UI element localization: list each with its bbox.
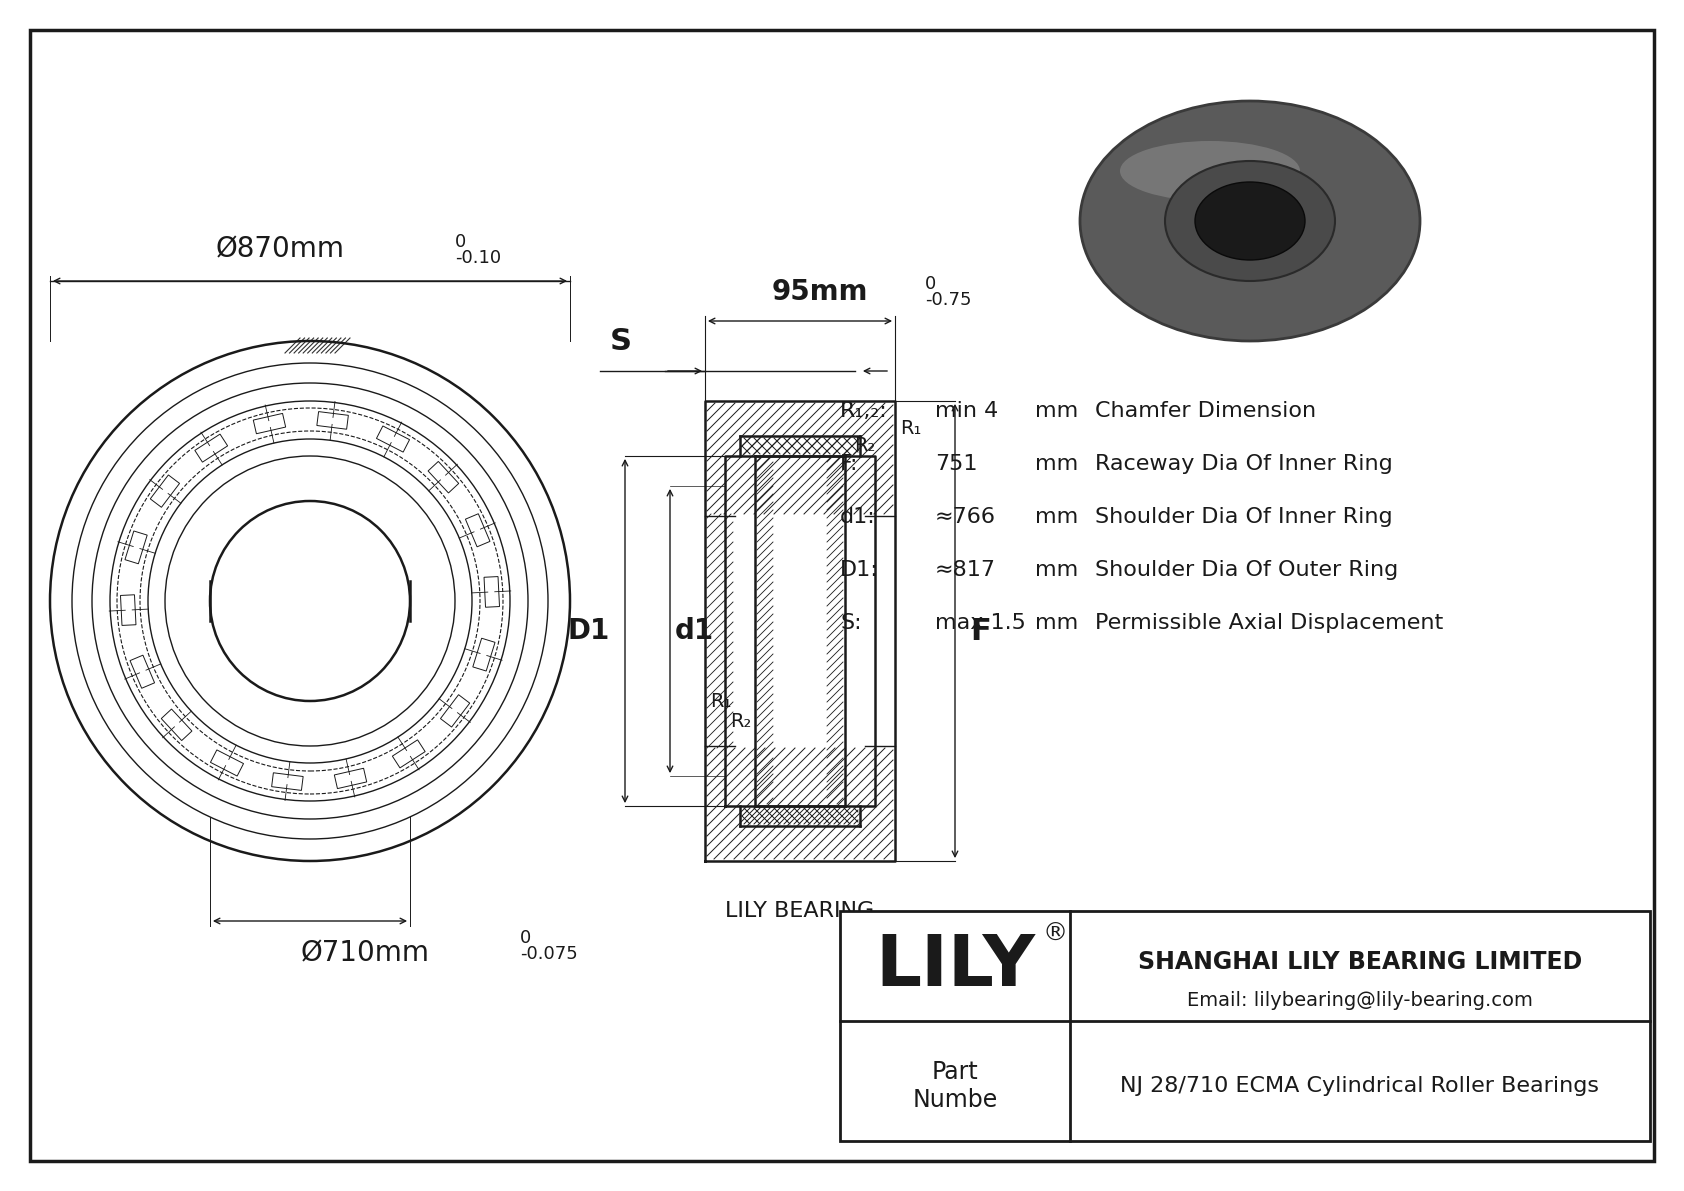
Text: Raceway Dia Of Inner Ring: Raceway Dia Of Inner Ring	[1095, 454, 1393, 474]
Text: F: F	[970, 617, 990, 646]
Ellipse shape	[1196, 182, 1305, 260]
Bar	[253, 413, 286, 434]
Text: Shoulder Dia Of Inner Ring: Shoulder Dia Of Inner Ring	[1095, 507, 1393, 526]
Text: 0: 0	[925, 275, 936, 293]
Bar	[150, 475, 180, 507]
Text: Ø870mm: Ø870mm	[216, 235, 345, 263]
Bar	[125, 531, 147, 563]
Text: 0: 0	[520, 929, 530, 947]
Bar	[428, 461, 458, 493]
Text: D1: D1	[568, 617, 610, 646]
Bar	[335, 768, 367, 788]
Text: 0: 0	[455, 233, 466, 251]
Text: D1:: D1:	[840, 560, 879, 580]
Bar	[473, 638, 495, 671]
Bar	[210, 750, 244, 777]
Text: Email: lilybearing@lily-bearing.com: Email: lilybearing@lily-bearing.com	[1187, 991, 1532, 1010]
Circle shape	[51, 341, 569, 861]
Text: R₁,₂:: R₁,₂:	[840, 401, 887, 420]
Bar	[392, 740, 424, 768]
Text: SHANGHAI LILY BEARING LIMITED: SHANGHAI LILY BEARING LIMITED	[1138, 949, 1583, 973]
Text: ®: ®	[1042, 922, 1068, 946]
Text: mm: mm	[1036, 507, 1078, 526]
Text: R₂: R₂	[854, 436, 876, 455]
Text: ≈817: ≈817	[935, 560, 995, 580]
Text: ≈766: ≈766	[935, 507, 995, 526]
Text: mm: mm	[1036, 401, 1078, 420]
Text: Ø710mm: Ø710mm	[300, 939, 429, 967]
Circle shape	[109, 401, 510, 802]
Text: LILY: LILY	[876, 931, 1036, 1000]
Text: R₁: R₁	[899, 419, 921, 438]
Bar	[271, 773, 303, 791]
Text: Permissible Axial Displacement: Permissible Axial Displacement	[1095, 613, 1443, 632]
Text: NJ 28/710 ECMA Cylindrical Roller Bearings: NJ 28/710 ECMA Cylindrical Roller Bearin…	[1120, 1075, 1600, 1096]
Text: Part
Numbe: Part Numbe	[913, 1060, 997, 1111]
Text: S: S	[610, 328, 632, 356]
Text: LILY BEARING: LILY BEARING	[726, 902, 874, 921]
Circle shape	[148, 439, 472, 763]
Bar	[195, 434, 227, 462]
Text: Chamfer Dimension: Chamfer Dimension	[1095, 401, 1317, 420]
Text: -0.75: -0.75	[925, 291, 972, 308]
Text: mm: mm	[1036, 454, 1078, 474]
Circle shape	[72, 363, 547, 838]
Bar	[130, 655, 155, 688]
Bar	[483, 576, 500, 607]
Bar	[377, 426, 409, 453]
Bar	[441, 694, 470, 727]
Circle shape	[165, 456, 455, 746]
Text: d1: d1	[675, 617, 714, 646]
Ellipse shape	[1079, 101, 1420, 341]
Bar	[121, 594, 136, 625]
Text: -0.075: -0.075	[520, 944, 578, 964]
Text: -0.10: -0.10	[455, 249, 502, 267]
Text: Shoulder Dia Of Outer Ring: Shoulder Dia Of Outer Ring	[1095, 560, 1398, 580]
Circle shape	[210, 501, 409, 701]
Bar	[465, 513, 490, 547]
Text: d1:: d1:	[840, 507, 876, 526]
Ellipse shape	[1165, 161, 1335, 281]
Text: S:: S:	[840, 613, 862, 632]
Text: mm: mm	[1036, 613, 1078, 632]
Circle shape	[93, 384, 529, 819]
Ellipse shape	[1120, 141, 1300, 201]
Bar	[840, 911, 1650, 1141]
Bar	[162, 709, 192, 741]
Bar	[317, 412, 349, 429]
Text: R₂: R₂	[729, 712, 751, 731]
Text: mm: mm	[1036, 560, 1078, 580]
Text: min 4: min 4	[935, 401, 999, 420]
Ellipse shape	[1170, 166, 1330, 276]
Text: R₁: R₁	[711, 692, 731, 711]
Text: max 1.5: max 1.5	[935, 613, 1026, 632]
Text: 751: 751	[935, 454, 977, 474]
Text: 95mm: 95mm	[771, 278, 869, 306]
Text: F:: F:	[840, 454, 859, 474]
